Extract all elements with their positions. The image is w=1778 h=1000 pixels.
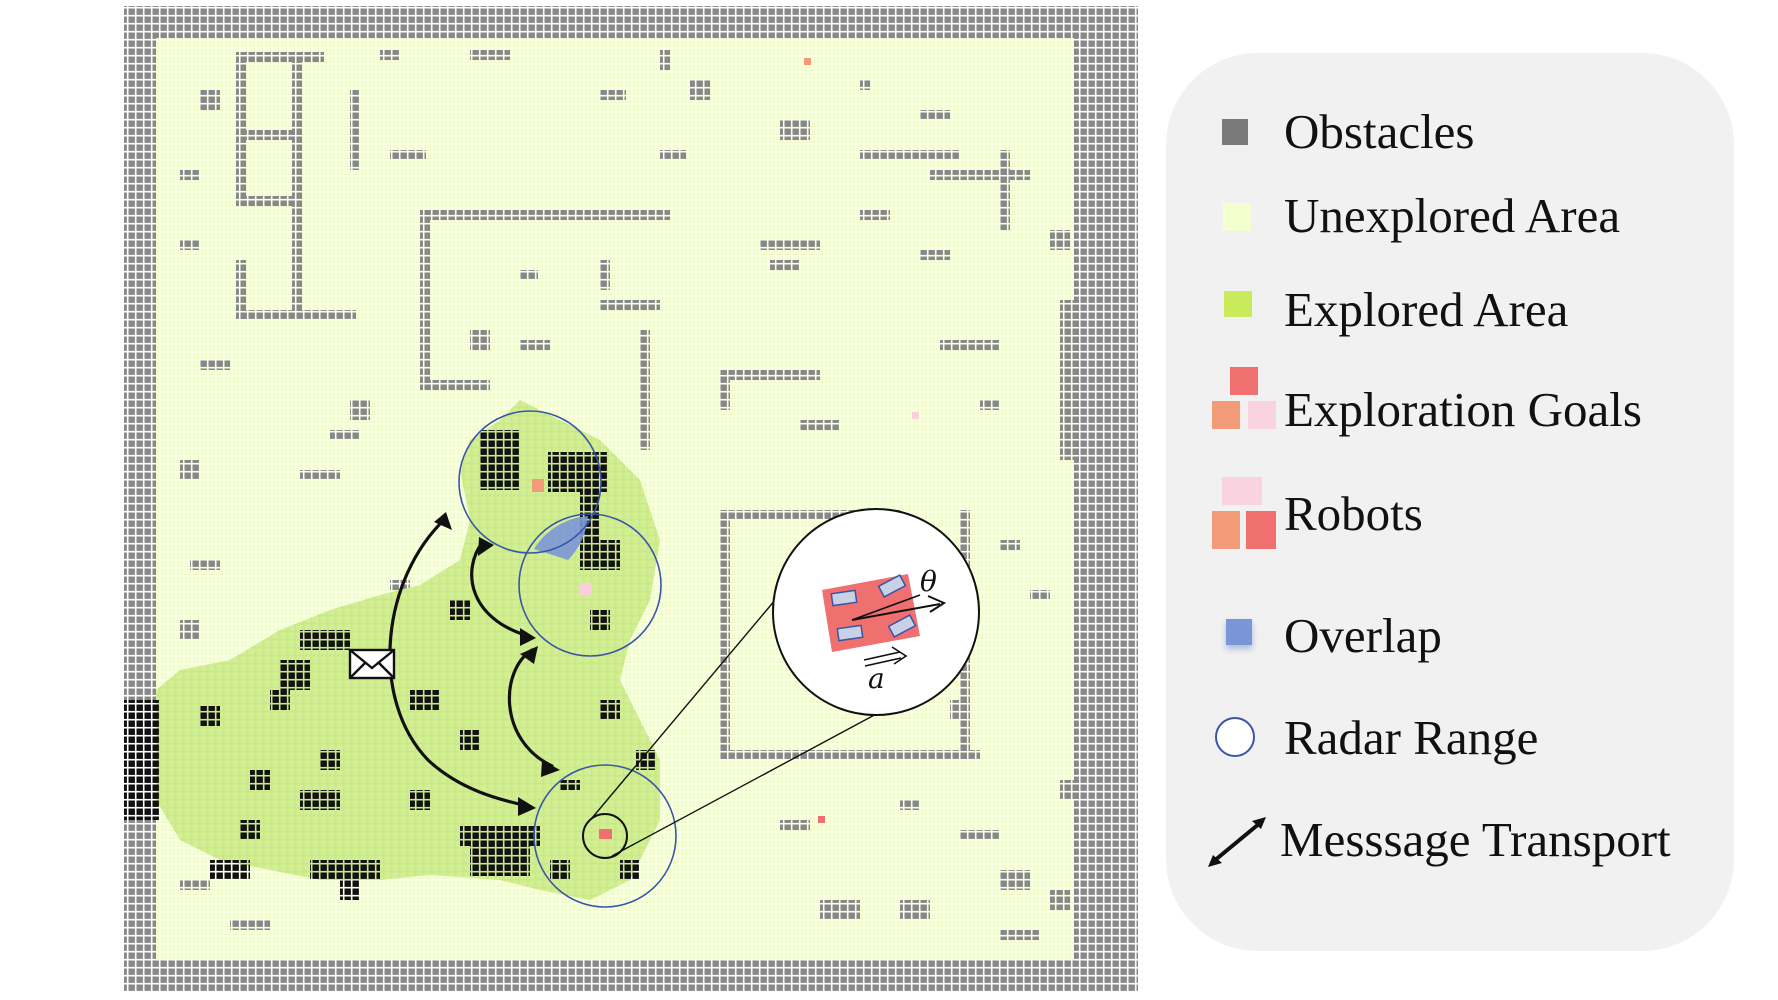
double-arrow-icon <box>1208 817 1266 867</box>
radar-circle <box>518 513 662 657</box>
overlap-region <box>534 516 588 560</box>
message-arrows <box>388 516 554 808</box>
explored-swatch-icon <box>1224 291 1252 317</box>
goals-swatch-icon <box>1212 367 1276 431</box>
goal-marker <box>804 58 811 65</box>
legend-item-goals: Exploration Goals <box>1166 367 1734 451</box>
legend-label: Explored Area <box>1284 282 1569 337</box>
envelope-icon <box>348 648 396 680</box>
legend-item-explored: Explored Area <box>1166 271 1734 351</box>
radar-circle <box>458 410 602 554</box>
known-obstacle-blocks <box>124 430 656 900</box>
legend-item-obstacles: Obstacles <box>1166 93 1734 173</box>
robot-detail-icon: θ a <box>772 508 980 716</box>
legend-label: Obstacles <box>1284 104 1475 159</box>
legend-label: Messsage Transport <box>1280 812 1671 867</box>
legend-label: Unexplored Area <box>1284 188 1621 243</box>
legend-label: Radar Range <box>1284 710 1539 765</box>
overlap-swatch-icon <box>1226 619 1252 645</box>
obstacle-blocks <box>180 50 1080 940</box>
explored-region <box>156 400 660 900</box>
a-label: a <box>868 662 885 695</box>
legend-label: Overlap <box>1284 608 1442 663</box>
legend-item-message: Messsage Transport <box>1166 815 1734 903</box>
zoom-source-circle <box>582 813 628 859</box>
goal-marker <box>912 412 919 419</box>
robot-marker <box>599 829 612 839</box>
legend-label: Robots <box>1284 486 1423 541</box>
goal-marker <box>818 816 825 823</box>
theta-label: θ <box>920 565 937 598</box>
legend-item-unexplored: Unexplored Area <box>1166 177 1734 257</box>
legend-panel: Obstacles Unexplored Area Explored Area … <box>1166 53 1734 951</box>
robot-marker <box>580 583 592 595</box>
robots-swatch-icon <box>1212 477 1276 549</box>
radar-circle <box>533 764 677 908</box>
legend-label: Exploration Goals <box>1284 382 1642 437</box>
radar-circle-icon <box>1215 717 1255 757</box>
obstacle-swatch-icon <box>1222 119 1248 145</box>
legend-item-overlap: Overlap <box>1166 611 1734 691</box>
legend-item-robots: Robots <box>1166 477 1734 565</box>
legend-item-radar: Radar Range <box>1166 713 1734 799</box>
robot-marker <box>532 479 544 492</box>
unexplored-swatch-icon <box>1223 203 1251 231</box>
